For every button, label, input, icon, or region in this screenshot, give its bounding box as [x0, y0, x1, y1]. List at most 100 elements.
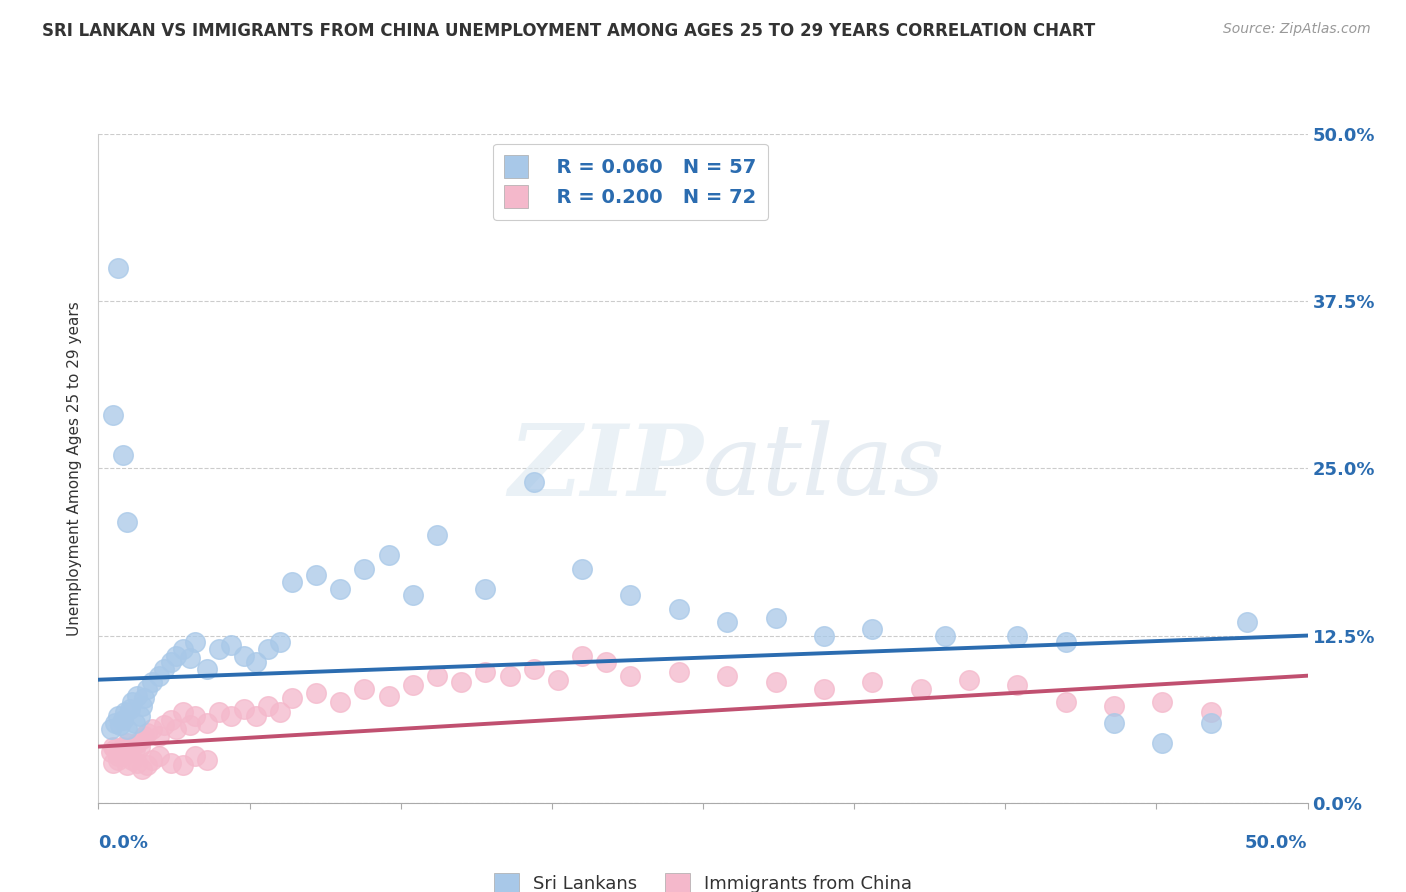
Point	[208, 642, 231, 657]
Point	[1007, 628, 1029, 642]
Point	[128, 739, 150, 754]
Point	[765, 675, 787, 690]
Point	[114, 705, 136, 719]
Point	[245, 708, 267, 723]
Point	[131, 699, 153, 714]
Point	[118, 745, 141, 759]
Point	[716, 669, 738, 683]
Point	[165, 648, 187, 663]
Point	[1199, 705, 1222, 719]
Point	[619, 669, 641, 683]
Point	[329, 696, 352, 710]
Point	[127, 689, 149, 703]
Point	[377, 689, 399, 703]
Point	[141, 753, 163, 767]
Point	[114, 742, 136, 756]
Point	[104, 715, 127, 730]
Y-axis label: Unemployment Among Ages 25 to 29 years: Unemployment Among Ages 25 to 29 years	[67, 301, 83, 636]
Point	[134, 729, 156, 743]
Point	[450, 675, 472, 690]
Point	[100, 723, 122, 737]
Point	[152, 718, 174, 732]
Point	[121, 696, 143, 710]
Point	[377, 548, 399, 563]
Point	[121, 739, 143, 754]
Point	[305, 568, 328, 582]
Point	[329, 582, 352, 596]
Point	[141, 675, 163, 690]
Point	[256, 642, 278, 657]
Point	[160, 655, 183, 669]
Point	[107, 260, 129, 275]
Point	[523, 475, 546, 489]
Point	[195, 662, 218, 676]
Point	[160, 713, 183, 727]
Point	[111, 739, 134, 754]
Point	[172, 758, 194, 772]
Point	[111, 448, 134, 462]
Point	[118, 702, 141, 716]
Point	[172, 642, 194, 657]
Point	[134, 691, 156, 706]
Point	[117, 723, 139, 737]
Point	[305, 686, 328, 700]
Point	[135, 681, 157, 696]
Point	[1007, 678, 1029, 692]
Point	[957, 673, 980, 687]
Point	[402, 678, 425, 692]
Text: Source: ZipAtlas.com: Source: ZipAtlas.com	[1223, 22, 1371, 37]
Point	[165, 723, 187, 737]
Point	[117, 735, 139, 749]
Point	[179, 718, 201, 732]
Point	[1152, 735, 1174, 749]
Point	[128, 708, 150, 723]
Point	[179, 651, 201, 665]
Point	[765, 611, 787, 625]
Point	[353, 681, 375, 696]
Point	[141, 723, 163, 737]
Point	[184, 708, 207, 723]
Point	[172, 705, 194, 719]
Point	[934, 628, 956, 642]
Point	[860, 622, 883, 636]
Point	[523, 662, 546, 676]
Point	[281, 575, 304, 590]
Point	[668, 602, 690, 616]
Point	[1152, 696, 1174, 710]
Point	[1199, 715, 1222, 730]
Point	[269, 705, 291, 719]
Legend: Sri Lankans, Immigrants from China: Sri Lankans, Immigrants from China	[486, 865, 920, 892]
Point	[813, 681, 835, 696]
Point	[107, 753, 129, 767]
Point	[127, 756, 149, 770]
Point	[135, 758, 157, 772]
Point	[813, 628, 835, 642]
Point	[135, 726, 157, 740]
Point	[195, 753, 218, 767]
Point	[256, 699, 278, 714]
Point	[108, 745, 131, 759]
Point	[152, 662, 174, 676]
Point	[498, 669, 520, 683]
Point	[221, 708, 243, 723]
Point	[474, 665, 496, 679]
Point	[101, 739, 124, 754]
Point	[1236, 615, 1258, 630]
Point	[232, 648, 254, 663]
Point	[184, 635, 207, 649]
Point	[245, 655, 267, 669]
Point	[426, 528, 449, 542]
Point	[117, 515, 139, 529]
Point	[111, 749, 134, 764]
Point	[108, 718, 131, 732]
Point	[426, 669, 449, 683]
Point	[121, 753, 143, 767]
Point	[148, 749, 170, 764]
Point	[353, 562, 375, 576]
Point	[1054, 696, 1077, 710]
Point	[104, 742, 127, 756]
Point	[127, 735, 149, 749]
Text: atlas: atlas	[703, 421, 946, 516]
Point	[571, 562, 593, 576]
Point	[107, 708, 129, 723]
